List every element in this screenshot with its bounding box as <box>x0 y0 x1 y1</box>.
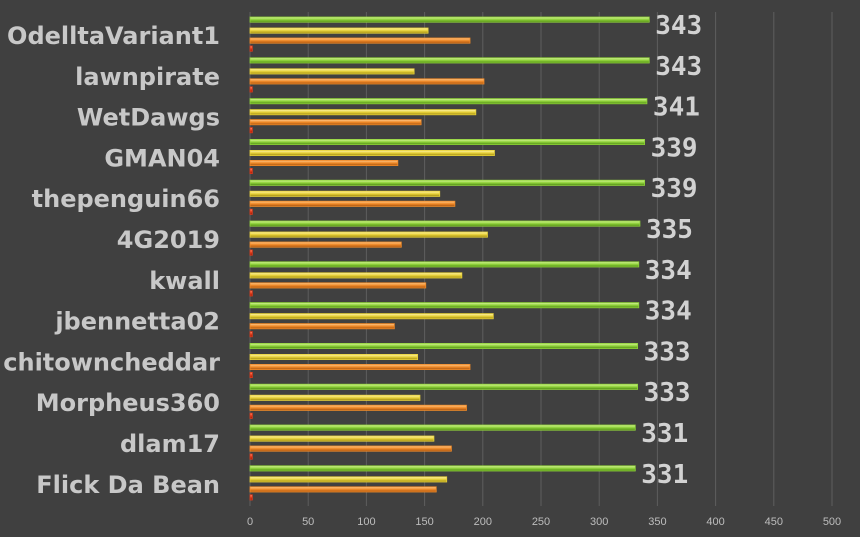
value-label: 335 <box>646 215 693 245</box>
bar-series-4 <box>249 208 253 215</box>
bar-series-2 <box>249 476 448 483</box>
bar-series-4 <box>249 86 253 93</box>
bar-series-2 <box>249 435 435 442</box>
bar-series-1 <box>249 220 641 227</box>
bar-series-4 <box>249 249 253 256</box>
value-label: 333 <box>644 378 691 408</box>
category-label: WetDawgs <box>77 104 220 132</box>
bar-series-4 <box>249 331 253 338</box>
x-tick-label: 300 <box>590 516 608 528</box>
x-tick-label: 350 <box>648 516 666 528</box>
bar-series-1 <box>249 302 640 309</box>
x-tick-label: 450 <box>765 516 783 528</box>
bar-series-2 <box>249 313 494 320</box>
category-label: 4G2019 <box>117 226 220 254</box>
value-label: 334 <box>645 297 692 327</box>
bar-series-3 <box>249 323 395 330</box>
category-label: thepenguin66 <box>32 185 220 213</box>
bar-series-3 <box>249 119 422 126</box>
bar-series-3 <box>249 37 471 44</box>
value-label: 339 <box>651 174 698 204</box>
bar-series-2 <box>249 109 477 116</box>
category-label: dlam17 <box>120 430 220 458</box>
bar-series-3 <box>249 78 485 85</box>
bar-series-4 <box>249 290 253 297</box>
bar-series-1 <box>249 261 640 268</box>
bar-series-1 <box>249 16 650 23</box>
bar-series-1 <box>249 383 639 390</box>
bar-series-4 <box>249 127 253 134</box>
bar-series-4 <box>249 494 253 501</box>
category-label: GMAN04 <box>104 144 220 172</box>
bar-series-4 <box>249 453 253 460</box>
value-label: 339 <box>651 133 698 163</box>
grid-lines <box>249 12 833 506</box>
x-tick-label: 0 <box>247 516 253 528</box>
bar-series-2 <box>249 272 463 279</box>
x-tick-label: 150 <box>415 516 433 528</box>
category-labels: OdelltaVariant1 lawnpirate WetDawgs GMAN04 t… <box>3 22 220 499</box>
bar-series-3 <box>249 404 467 411</box>
bar-series-3 <box>249 363 471 370</box>
bars-group <box>249 16 650 501</box>
bar-series-1 <box>249 424 636 431</box>
x-tick-label: 500 <box>823 516 841 528</box>
bar-series-1 <box>249 138 645 145</box>
value-label: 331 <box>641 460 688 490</box>
value-label: 334 <box>645 256 692 286</box>
bar-series-2 <box>249 353 419 360</box>
bar-series-3 <box>249 445 452 452</box>
x-tick-label: 100 <box>357 516 375 528</box>
category-label: kwall <box>149 267 220 295</box>
x-tick-label: 250 <box>532 516 550 528</box>
value-label: 341 <box>653 93 700 123</box>
x-tick-label: 50 <box>302 516 314 528</box>
x-tick-label: 200 <box>474 516 492 528</box>
bar-series-2 <box>249 190 441 197</box>
value-label: 343 <box>655 52 702 82</box>
bar-series-1 <box>249 179 645 186</box>
category-label: Flick Da Bean <box>36 471 220 499</box>
bar-series-3 <box>249 282 427 289</box>
category-label: lawnpirate <box>75 63 220 91</box>
x-axis-ticks: 0 50 100 150 200 250 300 350 400 450 500 <box>247 516 841 528</box>
value-label: 343 <box>655 11 702 41</box>
bar-series-4 <box>249 412 253 419</box>
bar-series-1 <box>249 57 650 64</box>
bar-series-2 <box>249 68 415 75</box>
bar-series-2 <box>249 149 495 156</box>
bar-series-3 <box>249 200 456 207</box>
bar-series-3 <box>249 486 437 493</box>
bar-series-3 <box>249 159 399 166</box>
x-tick-label: 400 <box>706 516 724 528</box>
value-label: 333 <box>644 337 691 367</box>
value-label: 331 <box>641 419 688 449</box>
bar-series-2 <box>249 231 488 238</box>
bar-series-2 <box>249 27 429 34</box>
category-label: Morpheus360 <box>36 389 220 417</box>
bar-series-1 <box>249 98 648 105</box>
bar-series-4 <box>249 167 253 174</box>
bar-series-3 <box>249 241 402 248</box>
value-labels: 343 343 341 339 339 335 334 334 333 333 331 331 <box>641 11 702 490</box>
bar-series-4 <box>249 371 253 378</box>
category-label: chitowncheddar <box>3 348 220 376</box>
bar-series-1 <box>249 465 636 472</box>
category-label: jbennetta02 <box>54 308 220 336</box>
bar-series-4 <box>249 45 253 52</box>
bar-series-2 <box>249 394 421 401</box>
bar-series-1 <box>249 342 639 349</box>
category-label: OdelltaVariant1 <box>7 22 220 50</box>
